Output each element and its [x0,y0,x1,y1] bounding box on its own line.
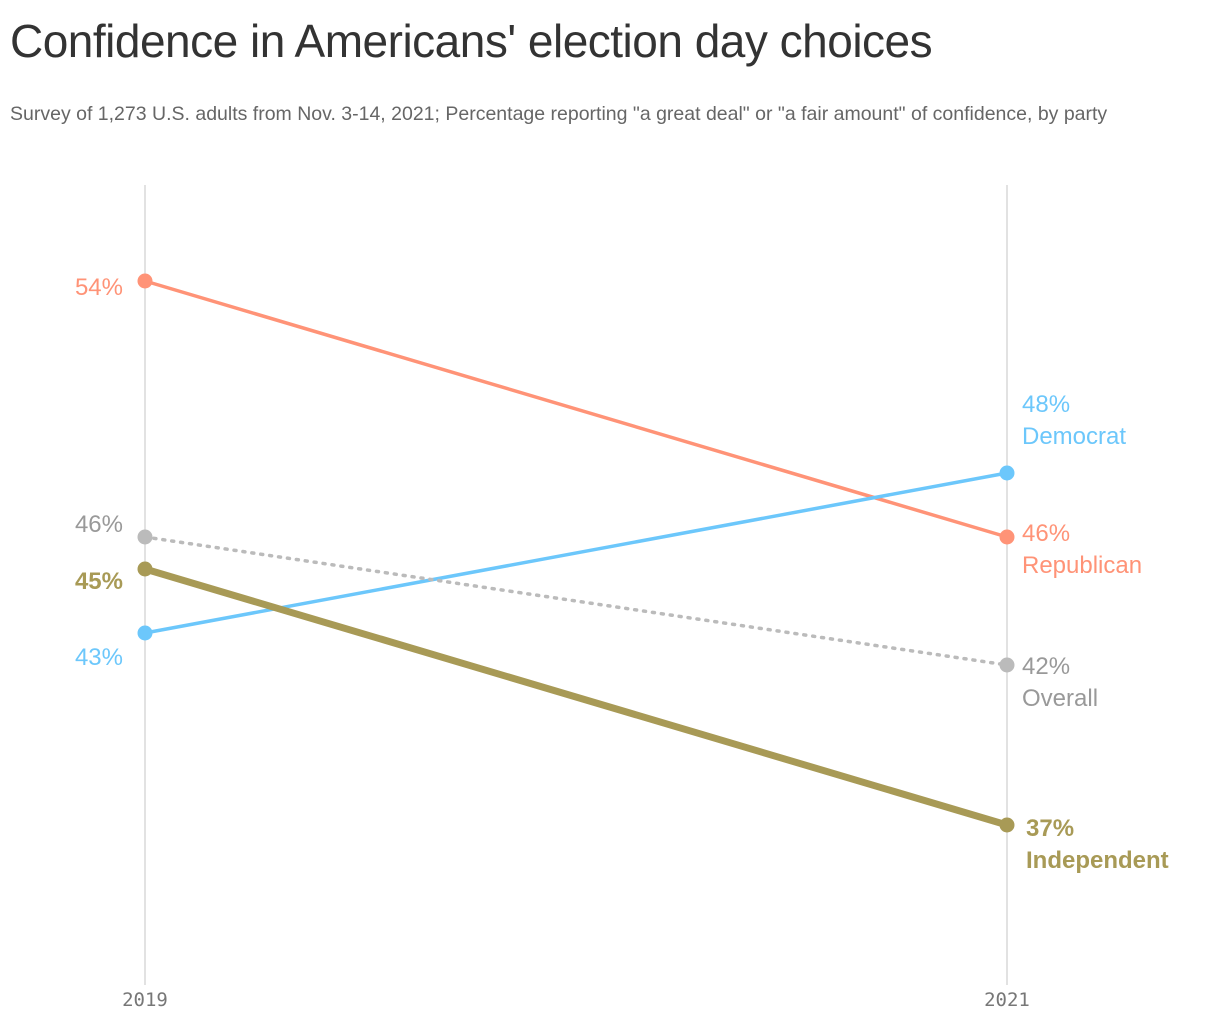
democrat-point-2019 [137,625,153,641]
republican-series-name: Republican [1022,552,1142,579]
republican-label-2021: 46% [1022,520,1070,547]
democrat-line [143,471,1009,635]
overall-line [143,535,1009,667]
independent-series-name: Independent [1026,847,1169,874]
independent-label-2021: 37% [1026,815,1074,842]
democrat-point-2021 [999,465,1015,481]
overall-label-2019: 46% [75,511,123,538]
republican-label-2019: 54% [75,274,123,301]
x-tick-label: 2021 [984,989,1030,1011]
independent-point-2019 [137,561,153,577]
republican-point-2019 [137,273,153,289]
overall-point-2019 [137,529,153,545]
overall-point-2021 [999,657,1015,673]
independent-point-2021 [999,817,1015,833]
chart-subtitle: Survey of 1,273 U.S. adults from Nov. 3-… [10,103,1108,125]
x-tick-label: 2019 [122,989,168,1011]
independent-label-2019: 45% [75,568,123,595]
overall-series-name: Overall [1022,685,1098,712]
republican-point-2021 [999,529,1015,545]
overall-label-2021: 42% [1022,653,1070,680]
democrat-series-name: Democrat [1022,423,1126,450]
democrat-label-2021: 48% [1022,391,1070,418]
independent-line [141,565,1011,829]
republican-line [143,279,1009,539]
chart-title: Confidence in Americans' election day ch… [10,15,933,67]
democrat-label-2019: 43% [75,644,123,671]
